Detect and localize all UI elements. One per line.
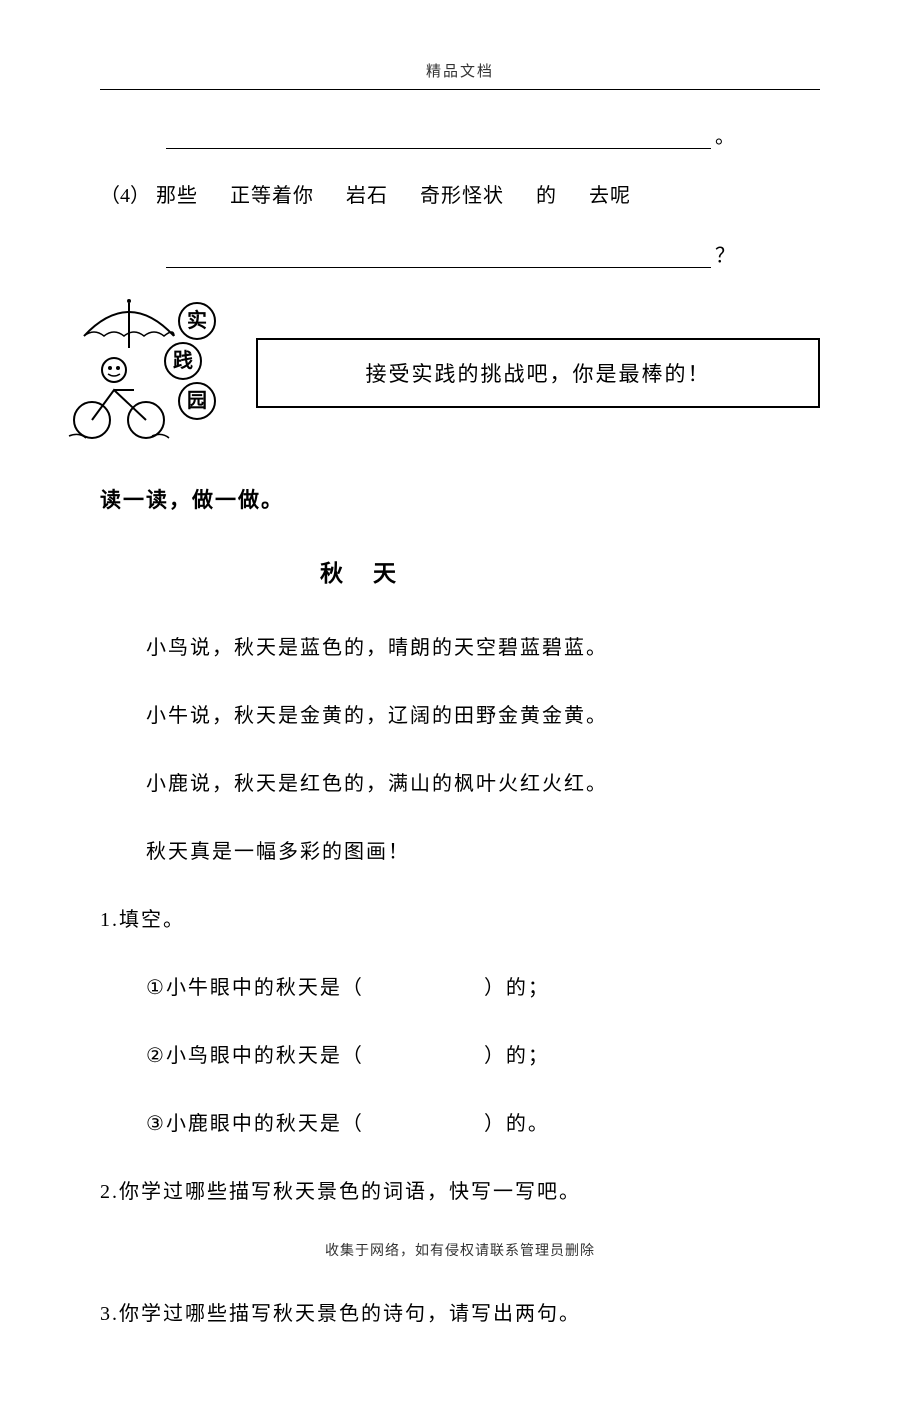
exercise-3-label: 3.你学过哪些描写秋天景色的诗句，请写出两句。 (100, 1298, 820, 1330)
fill-pre-text: 小鹿眼中的秋天是（ (166, 1113, 364, 1135)
bubble-char-3: 园 (178, 382, 216, 420)
q4-word: 正等着你 (230, 177, 314, 215)
poem-title: 秋天 (100, 554, 820, 588)
callout-text: 接受实践的挑战吧，你是最棒的！ (366, 363, 711, 386)
fill-post-text: ）的； (484, 1045, 550, 1067)
fill-post-text: ）的； (484, 977, 550, 999)
poem-line: 小鸟说，秋天是蓝色的，晴朗的天空碧蓝碧蓝。 (146, 632, 820, 664)
fill-post-text: ）的。 (484, 1113, 550, 1135)
umbrella-icon (74, 298, 184, 348)
exercise-1-item: ②小鸟眼中的秋天是（ ）的； (146, 1040, 820, 1072)
answer-blank-line-1[interactable]: 。 (166, 120, 820, 149)
footer-text: 收集于网络，如有侵权请联系管理员删除 (0, 1240, 920, 1260)
poem-line: 秋天真是一幅多彩的图画！ (146, 836, 820, 868)
exercise-1-label: 1.填空。 (100, 904, 820, 936)
fill-pre-text: 小牛眼中的秋天是（ (166, 977, 364, 999)
answer-blank-line-2[interactable]: ？ (166, 239, 820, 268)
section-heading: 读一读，做一做。 (100, 484, 820, 514)
exercise-1-item: ①小牛眼中的秋天是（ ）的； (146, 972, 820, 1004)
bubble-char-1: 实 (178, 302, 216, 340)
question-4-line: （4） 那些 正等着你 岩石 奇形怪状 的 去呢 (100, 177, 820, 215)
cartoon-illustration: 实 践 园 (64, 302, 234, 442)
bubble-char-2: 践 (164, 342, 202, 380)
q4-word: 去呢 (589, 177, 631, 215)
poem-line: 小鹿说，秋天是红色的，满山的枫叶火红火红。 (146, 768, 820, 800)
circled-number: ③ (146, 1108, 166, 1140)
q4-word: 的 (536, 177, 557, 215)
answer-2-end-punct: ？ (715, 245, 735, 267)
header-rule (100, 89, 820, 90)
circled-number: ② (146, 1040, 166, 1072)
fill-pre-text: 小鸟眼中的秋天是（ (166, 1045, 364, 1067)
exercise-2-label: 2.你学过哪些描写秋天景色的词语，快写一写吧。 (100, 1176, 820, 1208)
answer-1-end-punct: 。 (715, 126, 735, 148)
q4-word: 那些 (156, 177, 198, 215)
exercise-1-item: ③小鹿眼中的秋天是（ ）的。 (146, 1108, 820, 1140)
header-label: 精品文档 (100, 60, 820, 81)
question-4-number: （4） (100, 185, 150, 207)
page-container: 精品文档 。 （4） 那些 正等着你 岩石 奇形怪状 的 去呢 ？ (0, 0, 920, 1406)
q4-word: 奇形怪状 (420, 177, 504, 215)
q4-word: 岩石 (346, 177, 388, 215)
circled-number: ① (146, 972, 166, 1004)
callout-region: 实 践 园 接受实践的挑战吧，你是最棒的！ (100, 308, 820, 438)
poem-line: 小牛说，秋天是金黄的，辽阔的田野金黄金黄。 (146, 700, 820, 732)
question-4-words: 那些 正等着你 岩石 奇形怪状 的 去呢 (156, 185, 657, 207)
callout-box: 接受实践的挑战吧，你是最棒的！ (256, 338, 820, 408)
bicycle-icon (64, 346, 174, 442)
